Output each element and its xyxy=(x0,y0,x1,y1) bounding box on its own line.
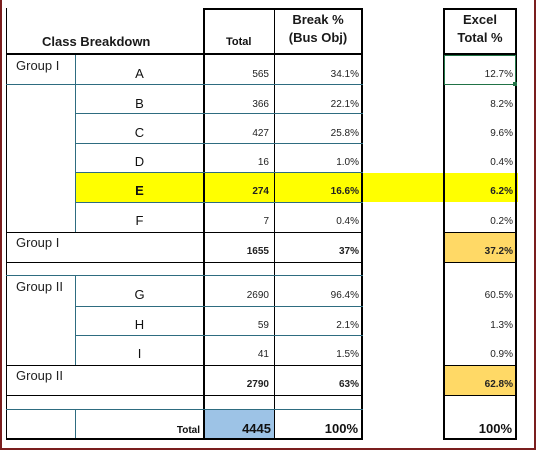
row-rule xyxy=(6,84,363,85)
excel-row-rule xyxy=(443,365,517,366)
class-label[interactable]: Total xyxy=(176,425,200,436)
row-rule xyxy=(6,262,363,263)
total-value[interactable]: 16 xyxy=(257,157,269,168)
excel-value[interactable]: 1.3% xyxy=(490,320,513,331)
total-value[interactable]: 1655 xyxy=(246,246,269,257)
excel-row-rule xyxy=(443,395,517,396)
row-rule xyxy=(6,395,363,396)
row-rule xyxy=(6,409,363,410)
break-value[interactable]: 1.0% xyxy=(336,157,359,168)
class-label[interactable]: E xyxy=(135,183,144,198)
excel-value[interactable]: 0.4% xyxy=(490,157,513,168)
break-value[interactable]: 25.8% xyxy=(330,128,359,139)
col-divider xyxy=(75,409,76,439)
excel-border-top xyxy=(443,8,517,10)
row-rule xyxy=(6,365,363,366)
class-label[interactable]: C xyxy=(134,125,145,140)
col-divider xyxy=(75,55,76,233)
group-label[interactable]: Group II xyxy=(16,279,63,294)
break-value[interactable]: 0.4% xyxy=(336,216,359,227)
header-bus-obj: (Bus Obj) xyxy=(288,30,348,45)
excel-value[interactable]: 8.2% xyxy=(490,99,513,110)
total-value[interactable]: 366 xyxy=(252,99,269,110)
total-value[interactable]: 59 xyxy=(257,320,269,331)
group-label[interactable]: Group I xyxy=(16,235,60,250)
row-rule xyxy=(75,306,363,307)
excel-value[interactable]: 100% xyxy=(478,421,512,436)
total-value[interactable]: 2690 xyxy=(246,290,269,301)
excel-value[interactable]: 37.2% xyxy=(484,246,513,257)
excel-value[interactable]: 12.7% xyxy=(484,69,513,80)
total-value[interactable]: 2790 xyxy=(246,379,269,390)
excel-border-right xyxy=(515,8,517,440)
header-break-pct: Break % xyxy=(292,12,344,27)
class-label[interactable]: H xyxy=(134,317,145,332)
class-label[interactable]: A xyxy=(135,66,144,81)
row-rule xyxy=(6,275,363,276)
header-border-bottom xyxy=(6,53,363,55)
header-excel-total: Total % xyxy=(457,30,503,45)
table-border-mid2 xyxy=(274,8,275,440)
total-value[interactable]: 41 xyxy=(257,349,269,360)
header-class-breakdown: Class Breakdown xyxy=(42,34,151,49)
table-border-top xyxy=(203,8,363,10)
col-divider xyxy=(75,275,76,365)
row-rule xyxy=(75,172,363,173)
excel-value[interactable]: 6.2% xyxy=(490,186,513,197)
fill-handle[interactable] xyxy=(513,82,517,86)
break-value[interactable]: 2.1% xyxy=(336,320,359,331)
group1-excel-subtotal-fill xyxy=(444,233,516,262)
row-rule xyxy=(6,232,363,233)
total-value[interactable]: 565 xyxy=(252,69,269,80)
class-label[interactable]: F xyxy=(135,213,144,228)
total-value[interactable]: 7 xyxy=(263,216,269,227)
break-value[interactable]: 1.5% xyxy=(336,349,359,360)
break-value[interactable]: 34.1% xyxy=(330,69,359,80)
excel-value[interactable]: 62.8% xyxy=(484,379,513,390)
row-rule xyxy=(75,335,363,336)
break-value[interactable]: 16.6% xyxy=(330,186,359,197)
excel-header-border-bottom xyxy=(443,53,517,55)
header-excel: Excel xyxy=(463,12,497,27)
table-border-right xyxy=(361,8,363,440)
break-value[interactable]: 100% xyxy=(324,421,358,436)
total-value[interactable]: 4445 xyxy=(242,421,271,436)
excel-value[interactable]: 60.5% xyxy=(484,290,513,301)
group2-excel-subtotal-fill xyxy=(444,366,516,395)
break-value[interactable]: 37% xyxy=(338,246,359,257)
break-value[interactable]: 63% xyxy=(338,379,359,390)
break-value[interactable]: 22.1% xyxy=(330,99,359,110)
table-border-left xyxy=(6,8,7,440)
group-label[interactable]: Group II xyxy=(16,368,63,383)
class-label[interactable]: G xyxy=(134,287,145,302)
excel-border-bottom xyxy=(443,438,517,440)
excel-value[interactable]: 0.9% xyxy=(490,349,513,360)
excel-border-left xyxy=(443,8,445,440)
excel-row-rule xyxy=(443,262,517,263)
selected-cell[interactable] xyxy=(444,55,516,85)
table-border-bottom xyxy=(6,438,363,440)
total-value[interactable]: 274 xyxy=(252,186,269,197)
class-label[interactable]: B xyxy=(135,96,144,111)
break-value[interactable]: 96.4% xyxy=(330,290,359,301)
class-label[interactable]: D xyxy=(134,154,145,169)
excel-row-rule xyxy=(443,232,517,233)
excel-value[interactable]: 0.2% xyxy=(490,216,513,227)
table-border-mid xyxy=(203,8,205,440)
row-rule xyxy=(75,113,363,114)
header-total: Total xyxy=(226,36,252,48)
row-rule xyxy=(75,143,363,144)
grand-total-cell-fill xyxy=(204,409,274,439)
group-label[interactable]: Group I xyxy=(16,58,60,73)
row-rule xyxy=(75,202,363,203)
class-label[interactable]: I xyxy=(137,346,142,361)
excel-value[interactable]: 9.6% xyxy=(490,128,513,139)
total-value[interactable]: 427 xyxy=(252,128,269,139)
